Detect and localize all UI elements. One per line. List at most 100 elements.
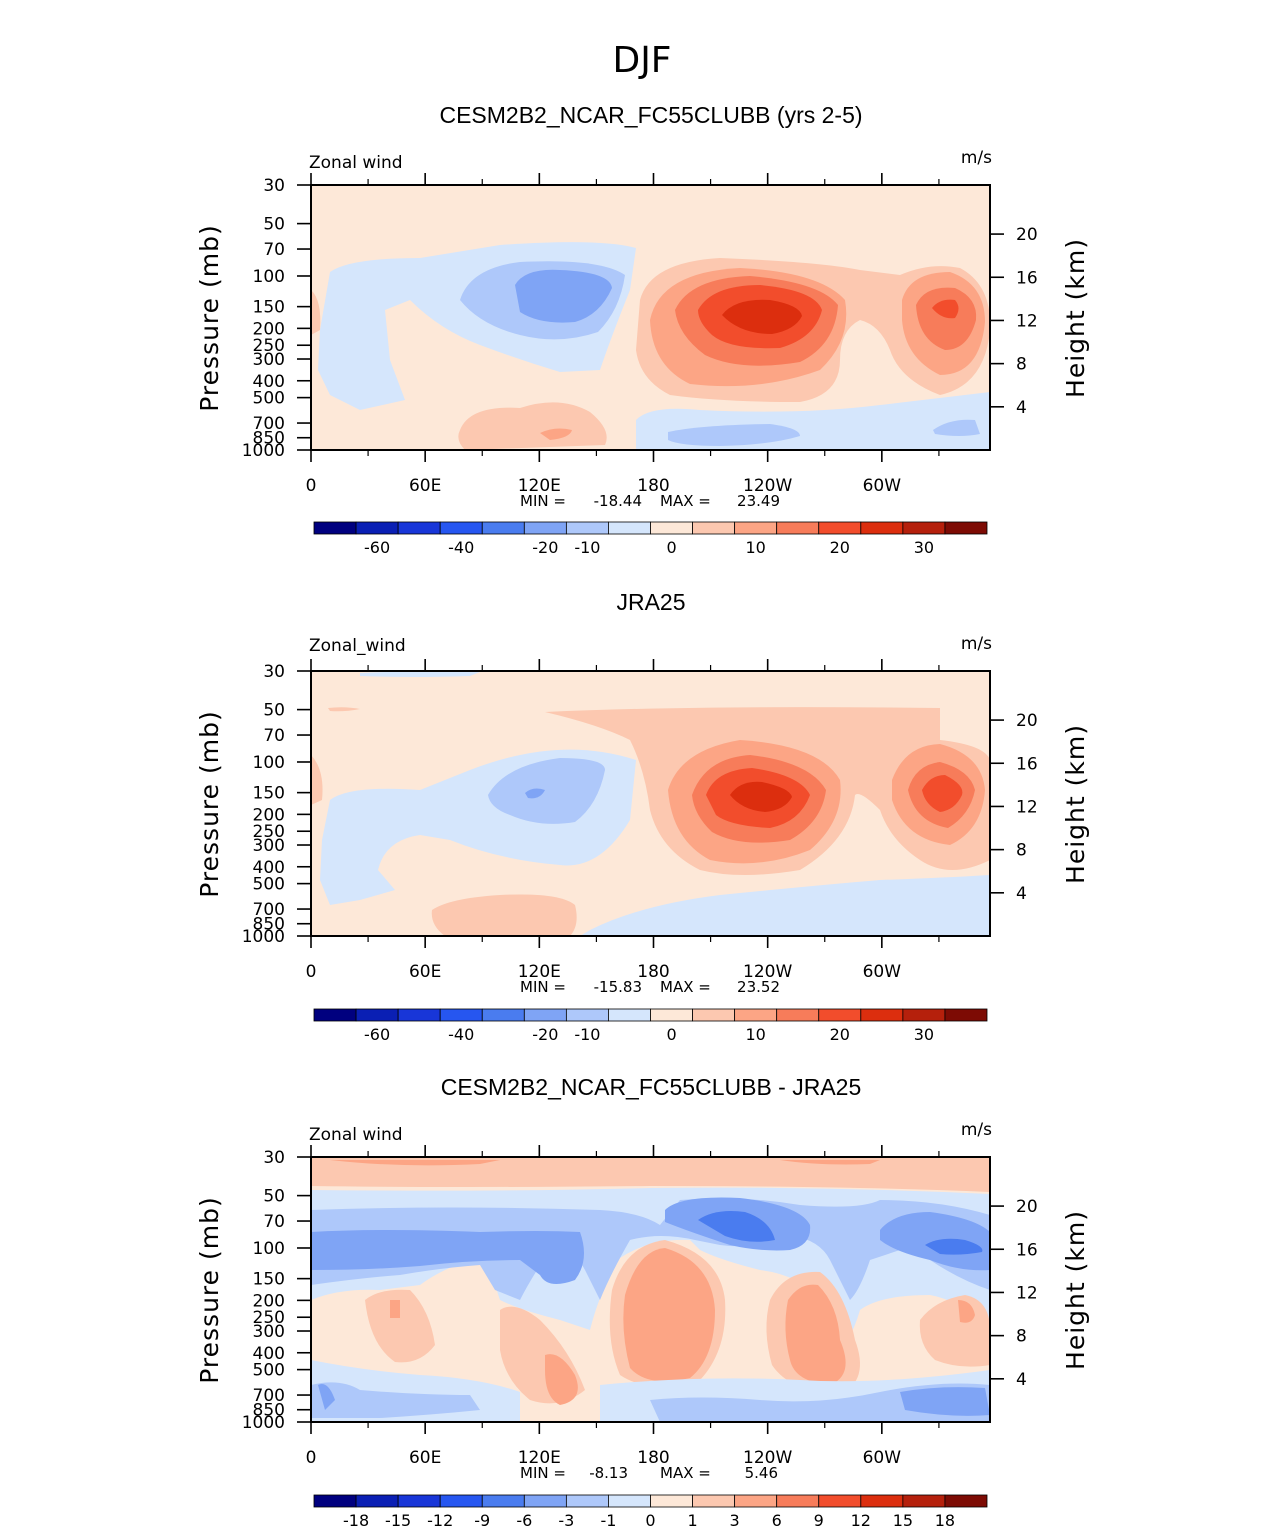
colorbar-label: 0 (645, 1511, 655, 1530)
colorbar-swatch (860, 1494, 904, 1508)
contour-pos-east-core (958, 1300, 975, 1323)
right-tick-group: 20 16 12 8 4 (990, 711, 1038, 904)
x-tick-group: 0 60E 120E 180 120W 60W (306, 173, 940, 496)
panel-diff-colorbar: -18 -15 -12 -9 -6 -3 -1 0 1 3 6 9 12 15 18 (313, 1494, 988, 1530)
colorbar-label: 9 (814, 1511, 824, 1530)
colorbar-label: -3 (558, 1511, 574, 1530)
x-tick-label: 120E (518, 476, 561, 496)
contour-pos-low-core (540, 428, 572, 440)
contour-pos-max (722, 299, 802, 334)
panel-model-axes: 0 60E 120E 180 120W 60W 30 50 70 100 150200250300… (242, 173, 1038, 496)
colorbar-swatch (902, 521, 946, 535)
panel-obs-axes: 0 60E 120E 180 120W 60W 30 50 70 100 150200250300… (242, 659, 1038, 982)
contour-pos-max-east (932, 299, 959, 319)
y-tick-label: 700 (253, 414, 285, 434)
contour-neg-low (580, 875, 990, 936)
colorbar-swatch (650, 521, 693, 535)
panel-model-max-label: MAX = (660, 492, 711, 510)
panel-diff-max-label: MAX = (660, 1464, 711, 1482)
right-tick-label: 4 (1016, 1370, 1027, 1390)
colorbar-label: 20 (830, 538, 850, 557)
contour-pos-inner-east (916, 287, 977, 350)
right-tick-label: 16 (1016, 754, 1038, 774)
x-tick-label: 120E (518, 962, 561, 982)
right-tick-label: 20 (1016, 1197, 1038, 1217)
colorbar-swatch (902, 1494, 946, 1508)
right-tick-label: 16 (1016, 1240, 1038, 1260)
colorbar-swatch (902, 1008, 946, 1022)
contour-neg-low-east (933, 419, 980, 436)
y-tick-label: 500 (253, 389, 285, 409)
panel-diff-title: CESM2B2_NCAR_FC55CLUBB - JRA25 (441, 1074, 862, 1100)
contour-pos-core-east (922, 775, 963, 812)
y-tick-label: 250 (253, 1308, 285, 1328)
contour-pos-max (730, 781, 792, 812)
colorbar-label: -60 (364, 1025, 390, 1044)
panel-model-title: CESM2B2_NCAR_FC55CLUBB (yrs 2-5) (439, 102, 862, 128)
colorbar-swatch (355, 1494, 399, 1508)
x-tick-label: 60E (409, 476, 441, 496)
y-tick-label: 400 (253, 858, 285, 878)
colorbar-label: 20 (830, 1025, 850, 1044)
colorbar-swatch (734, 1494, 778, 1508)
y-tick-label: 70 (263, 726, 285, 746)
y-tick-label: 30 (263, 1148, 285, 1168)
x-tick-label: 180 (637, 1448, 669, 1468)
panel-obs-field (311, 671, 990, 936)
contour-pos-west-outer (365, 1289, 435, 1363)
x-tick-label: 120W (743, 962, 792, 982)
colorbar-label: 30 (914, 538, 934, 557)
panel-model-colorbar: -60 -40 -20 -10 0 10 20 30 (313, 521, 988, 557)
colorbar-swatch (860, 521, 904, 535)
x-tick-group: 0 60E 120E 180 120W 60W (306, 659, 940, 982)
right-tick-label: 4 (1016, 884, 1027, 904)
y-tick-label: 200 (253, 1291, 285, 1311)
colorbar-label: 12 (851, 1511, 871, 1530)
colorbar-swatch (481, 521, 525, 535)
colorbar-swatch (776, 1494, 820, 1508)
y-tick-label: 30 (263, 662, 285, 682)
contour-pos-west-edge (311, 290, 321, 335)
y-tick-label: 50 (263, 215, 285, 235)
colorbar-label: -40 (448, 538, 474, 557)
panel-diff-units-label: m/s (961, 1120, 992, 1140)
contour-neg-core-east (925, 1238, 983, 1255)
colorbar-label: -9 (474, 1511, 490, 1530)
colorbar-label: 18 (935, 1511, 955, 1530)
colorbar-label: 3 (730, 1511, 740, 1530)
colorbar-label: -6 (516, 1511, 532, 1530)
right-tick-label: 16 (1016, 268, 1038, 288)
panel-model-ylabel-right: Height (km) (1061, 238, 1090, 398)
panel-diff-min-value: -8.13 (589, 1464, 628, 1482)
contour-pos-west-edge (311, 755, 323, 805)
x-tick-label: 60W (863, 476, 902, 496)
y-tick-label: 300 (253, 836, 285, 856)
contour-neg-top (360, 671, 480, 677)
x-tick-label: 120W (743, 1448, 792, 1468)
y-tick-label: 30 (263, 176, 285, 196)
contour-neg-core (698, 1211, 775, 1242)
colorbar-label: -10 (574, 538, 600, 557)
x-tick-label: 60E (409, 1448, 441, 1468)
right-tick-label: 12 (1016, 797, 1038, 817)
y-tick-label: 200 (253, 805, 285, 825)
colorbar-label: 0 (666, 538, 676, 557)
contour-neg-mid (311, 1198, 990, 1300)
y-tick-label: 150 (253, 1270, 285, 1290)
panel-model-field (311, 185, 990, 450)
plot-frame (310, 1156, 991, 1423)
colorbar-label: -10 (574, 1025, 600, 1044)
plot-frame (310, 184, 991, 451)
colorbar-swatch (734, 521, 778, 535)
colorbar-swatch (734, 1008, 778, 1022)
panel-obs-min-label: MIN = (520, 978, 566, 996)
y-tick-label: 100 (253, 753, 285, 773)
colorbar-swatch (818, 521, 862, 535)
right-tick-label: 4 (1016, 398, 1027, 418)
panel-obs-units-label: m/s (961, 634, 992, 654)
x-tick-label: 120E (518, 1448, 561, 1468)
contour-pos-low (431, 894, 577, 936)
colorbar-label: -1 (600, 1511, 616, 1530)
panel-obs-ylabel-left: Pressure (mb) (195, 710, 224, 897)
